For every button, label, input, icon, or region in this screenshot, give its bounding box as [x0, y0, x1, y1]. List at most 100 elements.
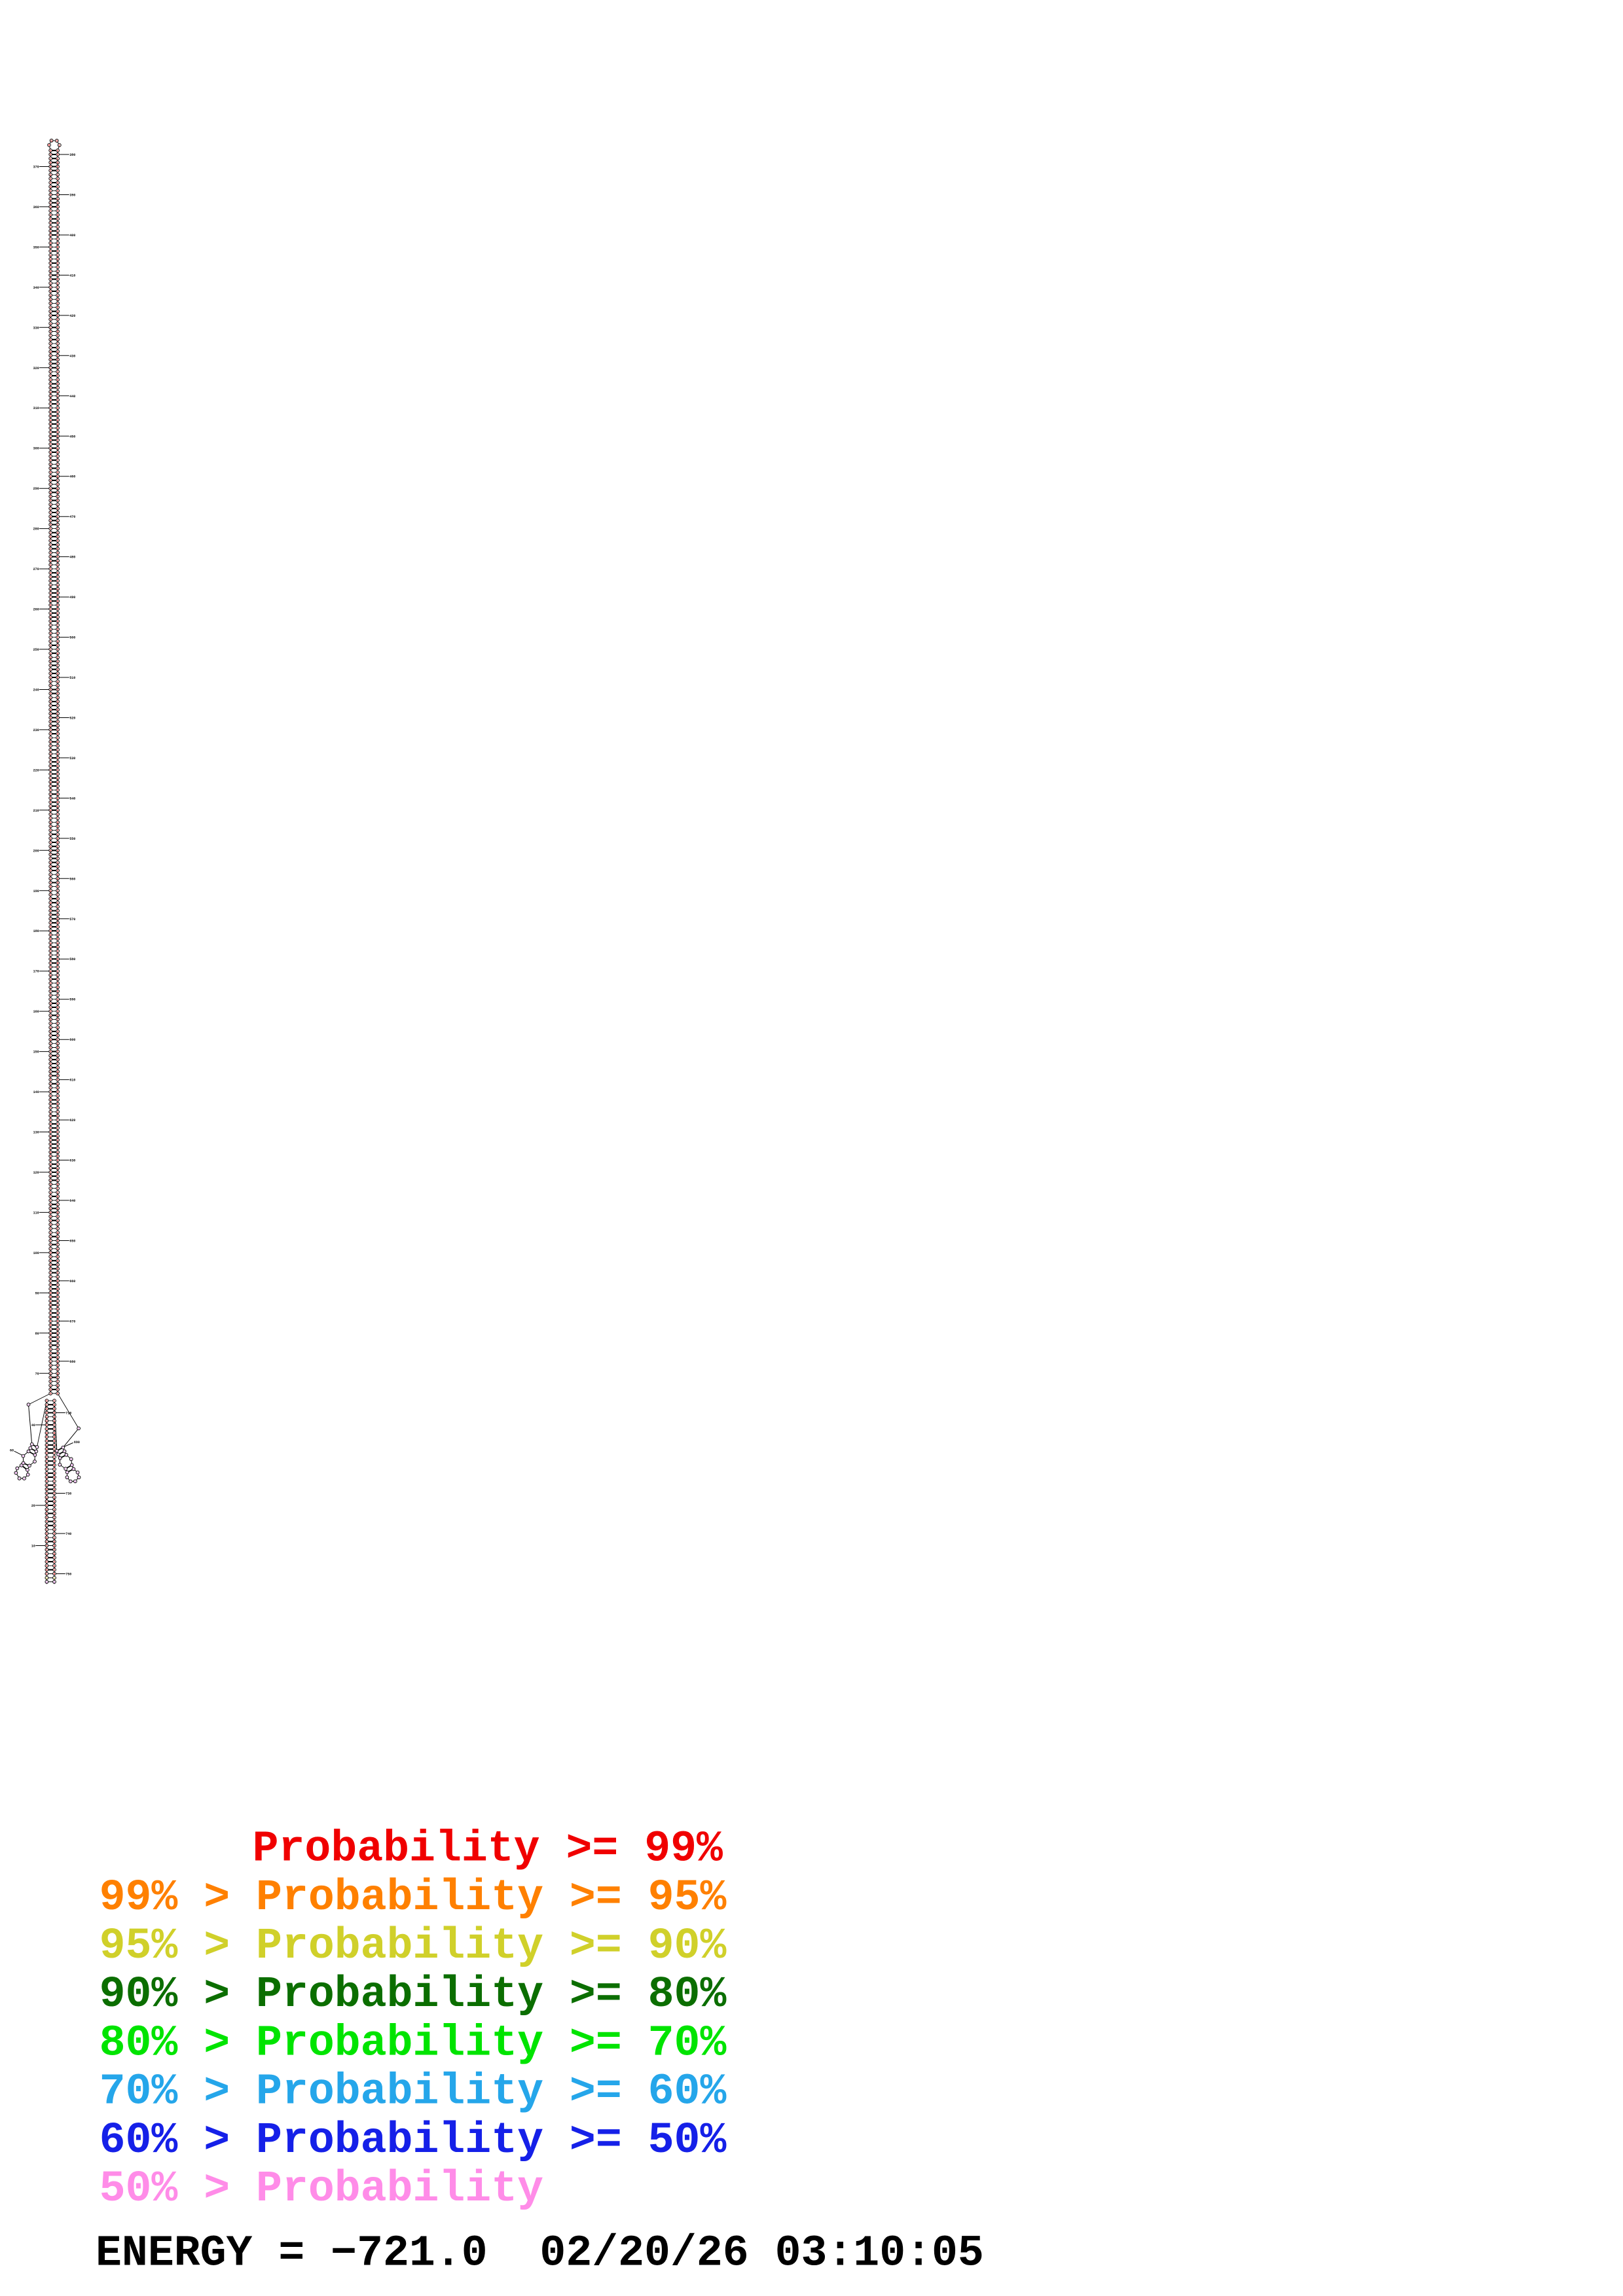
svg-text:U: U	[57, 1138, 59, 1142]
svg-text:G: G	[57, 435, 59, 439]
svg-text:G: G	[50, 603, 52, 607]
svg-text:C: C	[57, 893, 59, 897]
svg-text:A: A	[50, 978, 52, 982]
svg-text:C: C	[50, 1359, 52, 1363]
svg-text:G: G	[50, 386, 52, 390]
svg-text:G: G	[50, 1122, 52, 1126]
svg-text:610: 610	[69, 1079, 75, 1083]
svg-text:C: C	[57, 857, 59, 861]
svg-text:A: A	[50, 209, 52, 213]
svg-text:U: U	[50, 414, 52, 418]
svg-text:C: C	[50, 370, 52, 374]
svg-text:G: G	[57, 793, 59, 797]
svg-text:C: C	[57, 636, 59, 639]
svg-text:A: A	[46, 1520, 48, 1524]
svg-text:510: 510	[69, 676, 75, 680]
svg-text:U: U	[50, 153, 52, 157]
svg-text:G: G	[50, 684, 52, 688]
svg-text:480: 480	[69, 556, 75, 560]
svg-text:G: G	[50, 672, 52, 676]
svg-text:C: C	[46, 1540, 48, 1544]
svg-text:C: C	[50, 1271, 52, 1275]
svg-text:G: G	[56, 1449, 58, 1453]
svg-text:C: C	[54, 1556, 56, 1560]
svg-text:G: G	[50, 475, 52, 478]
svg-text:C: C	[57, 853, 59, 857]
svg-text:500: 500	[69, 636, 75, 640]
svg-text:U: U	[50, 1291, 52, 1295]
svg-text:C: C	[57, 354, 59, 358]
svg-text:A: A	[24, 1477, 26, 1481]
svg-text:G: G	[50, 173, 52, 177]
svg-text:U: U	[77, 1471, 79, 1475]
svg-text:U: U	[57, 1287, 59, 1291]
svg-text:A: A	[50, 965, 52, 969]
svg-text:G: G	[50, 716, 52, 720]
svg-text:C: C	[50, 511, 52, 515]
svg-text:U: U	[22, 1462, 24, 1465]
svg-text:A: A	[50, 1187, 52, 1191]
svg-text:C: C	[50, 917, 52, 921]
svg-text:G: G	[57, 346, 59, 350]
svg-text:U: U	[50, 660, 52, 664]
svg-text:G: G	[57, 628, 59, 632]
svg-text:C: C	[50, 157, 52, 161]
svg-text:A: A	[57, 881, 59, 885]
svg-text:C: C	[54, 1399, 56, 1403]
svg-text:A: A	[57, 1002, 59, 1006]
svg-text:U: U	[57, 821, 59, 825]
svg-text:A: A	[46, 1471, 48, 1475]
svg-text:G: G	[50, 821, 52, 825]
svg-text:G: G	[50, 1319, 52, 1323]
svg-text:A: A	[57, 177, 59, 181]
svg-text:G: G	[57, 483, 59, 487]
svg-text:C: C	[57, 1243, 59, 1247]
svg-text:C: C	[50, 857, 52, 861]
svg-text:A: A	[50, 1384, 52, 1388]
svg-text:A: A	[50, 1227, 52, 1231]
svg-text:U: U	[50, 1010, 52, 1014]
svg-text:U: U	[50, 740, 52, 744]
svg-text:G: G	[57, 620, 59, 624]
svg-text:G: G	[57, 1291, 59, 1295]
svg-text:A: A	[50, 611, 52, 615]
svg-text:C: C	[50, 483, 52, 487]
svg-text:A: A	[57, 724, 59, 728]
svg-text:C: C	[50, 833, 52, 836]
svg-text:G: G	[57, 1171, 59, 1175]
svg-text:G: G	[57, 1046, 59, 1050]
svg-text:90% > Probability >= 80%: 90% > Probability >= 80%	[100, 1970, 727, 2019]
svg-text:U: U	[50, 1340, 52, 1344]
svg-text:G: G	[57, 865, 59, 869]
svg-text:U: U	[50, 422, 52, 426]
svg-text:C: C	[57, 523, 59, 527]
svg-text:C: C	[50, 1336, 52, 1340]
svg-text:C: C	[66, 1476, 68, 1480]
svg-text:C: C	[50, 1110, 52, 1114]
svg-text:710: 710	[65, 1412, 71, 1416]
svg-text:A: A	[57, 764, 59, 768]
svg-text:C: C	[50, 997, 52, 1001]
svg-text:220: 220	[33, 768, 39, 772]
svg-text:C: C	[54, 1452, 56, 1456]
svg-text:G: G	[57, 587, 59, 591]
svg-text:C: C	[50, 1280, 52, 1283]
svg-text:C: C	[50, 221, 52, 225]
svg-text:G: G	[50, 298, 52, 302]
svg-text:U: U	[50, 817, 52, 821]
svg-text:G: G	[57, 193, 59, 197]
svg-text:G: G	[57, 209, 59, 213]
svg-text:C: C	[50, 1070, 52, 1074]
svg-text:G: G	[57, 740, 59, 744]
svg-text:A: A	[50, 849, 52, 853]
svg-text:A: A	[57, 370, 59, 374]
svg-text:C: C	[50, 1239, 52, 1243]
svg-text:G: G	[57, 757, 59, 761]
svg-text:G: G	[50, 302, 52, 306]
svg-text:A: A	[57, 467, 59, 471]
svg-text:C: C	[57, 950, 59, 954]
svg-text:G: G	[50, 206, 52, 209]
svg-text:C: C	[57, 362, 59, 366]
svg-text:G: G	[50, 161, 52, 165]
svg-text:G: G	[50, 797, 52, 800]
